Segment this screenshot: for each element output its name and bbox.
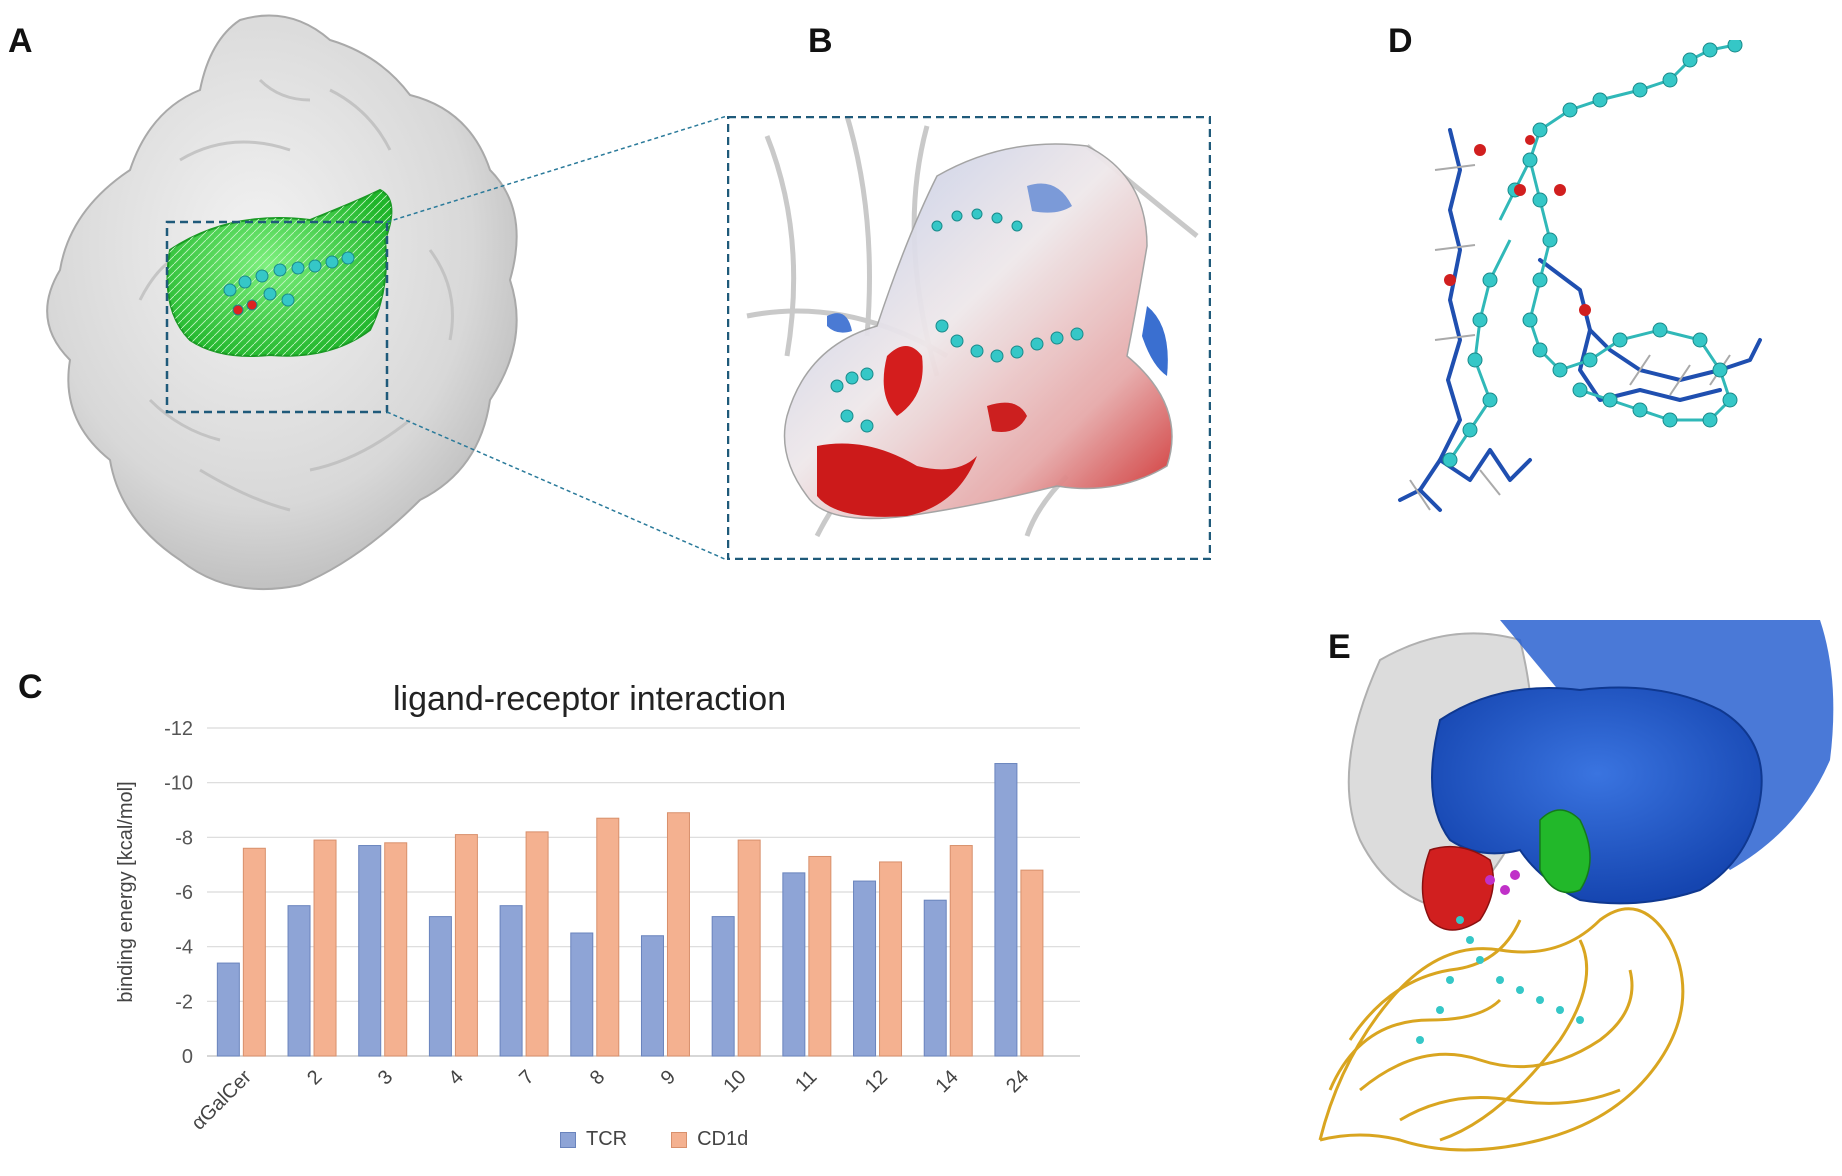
panel-e-complex-image bbox=[1318, 620, 1834, 1152]
bar-tcr bbox=[923, 899, 947, 1057]
x-tick-label: αGalCer bbox=[187, 1066, 256, 1135]
legend-label-cd1d: CD1d bbox=[697, 1128, 749, 1150]
x-tick-label: 2 bbox=[303, 1066, 326, 1089]
bar-tcr bbox=[853, 880, 877, 1057]
y-tick-label: -8 bbox=[175, 827, 193, 849]
legend-swatch-cd1d bbox=[671, 1131, 688, 1148]
panel-d-ligand-model bbox=[1398, 40, 1762, 512]
y-tick-label: -2 bbox=[175, 991, 193, 1013]
legend-swatch-tcr bbox=[560, 1131, 576, 1148]
bar-cd1d bbox=[242, 847, 266, 1057]
bar-cd1d bbox=[666, 812, 690, 1057]
electrostatic-surface bbox=[783, 143, 1173, 520]
bar-cd1d bbox=[384, 842, 408, 1057]
panel-label-b: B bbox=[808, 22, 833, 60]
bar-tcr bbox=[994, 763, 1018, 1057]
red-patch bbox=[1421, 845, 1495, 931]
y-axis-label: binding energy [kcal/mol] bbox=[115, 781, 137, 1002]
chart-legend: TCR CD1d bbox=[560, 1128, 748, 1151]
y-tick-label: -10 bbox=[164, 773, 193, 795]
x-tick-label: 12 bbox=[861, 1066, 892, 1097]
green-patch bbox=[1539, 809, 1591, 894]
bar-tcr bbox=[711, 916, 735, 1057]
bar-tcr bbox=[499, 905, 523, 1057]
bar-tcr bbox=[358, 845, 382, 1057]
bar-tcr bbox=[570, 932, 594, 1057]
x-tick-label: 9 bbox=[657, 1066, 680, 1089]
bar-cd1d bbox=[596, 817, 620, 1057]
x-tick-label: 8 bbox=[586, 1066, 609, 1089]
bar-cd1d bbox=[525, 831, 549, 1057]
y-tick-label: -12 bbox=[164, 718, 193, 740]
bar-cd1d bbox=[949, 845, 973, 1057]
x-tick-label: 14 bbox=[931, 1066, 962, 1097]
bar-tcr bbox=[216, 962, 240, 1057]
y-tick-label: -6 bbox=[175, 882, 193, 904]
y-tick-label: -4 bbox=[175, 937, 193, 959]
ligand-atoms bbox=[223, 251, 355, 316]
zoom-region-box bbox=[165, 220, 389, 414]
x-tick-label: 3 bbox=[374, 1066, 397, 1089]
x-tick-label: 4 bbox=[445, 1066, 468, 1089]
panel-label-e: E bbox=[1328, 628, 1351, 666]
panel-b-electrostatic-image bbox=[727, 116, 1211, 560]
x-tick-label: 10 bbox=[719, 1066, 750, 1097]
bar-cd1d bbox=[1020, 869, 1044, 1057]
bar-tcr bbox=[428, 916, 452, 1057]
bar-tcr bbox=[640, 935, 664, 1057]
bar-cd1d bbox=[737, 839, 761, 1057]
panel-label-c: C bbox=[18, 668, 43, 706]
x-tick-label: 24 bbox=[1002, 1066, 1033, 1097]
bar-tcr bbox=[782, 872, 806, 1057]
bar-cd1d bbox=[879, 861, 903, 1057]
y-tick-label: 0 bbox=[182, 1046, 193, 1068]
x-tick-label: 7 bbox=[515, 1066, 538, 1089]
bar-cd1d bbox=[454, 834, 478, 1057]
bar-tcr bbox=[287, 905, 311, 1057]
panel-label-a: A bbox=[8, 22, 33, 60]
panel-label-d: D bbox=[1388, 22, 1413, 60]
chart-title: ligand-receptor interaction bbox=[393, 680, 787, 718]
bar-cd1d bbox=[313, 839, 337, 1057]
legend-label-tcr: TCR bbox=[586, 1128, 628, 1150]
x-tick-label: 11 bbox=[791, 1066, 821, 1096]
bar-cd1d bbox=[808, 855, 832, 1057]
